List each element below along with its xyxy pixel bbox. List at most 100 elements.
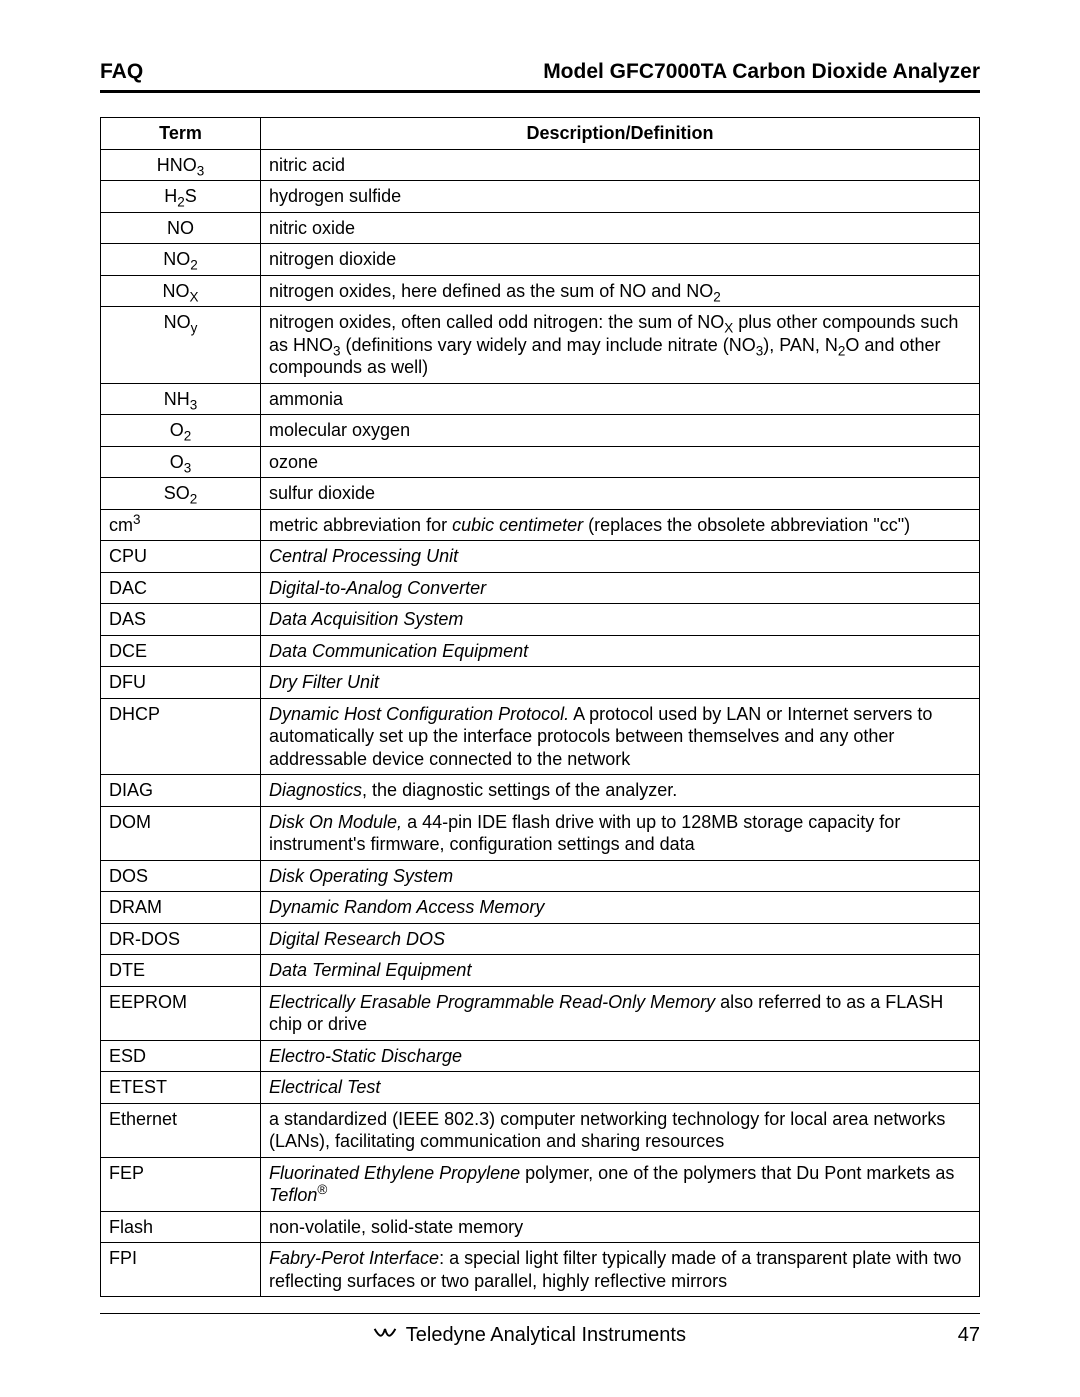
term-cell: H2S [101, 181, 261, 213]
definition-cell: Data Terminal Equipment [261, 955, 980, 987]
table-row: SO2sulfur dioxide [101, 478, 980, 510]
table-row: O2molecular oxygen [101, 415, 980, 447]
table-row: DFUDry Filter Unit [101, 667, 980, 699]
table-row: DHCPDynamic Host Configuration Protocol.… [101, 698, 980, 775]
term-cell: NH3 [101, 383, 261, 415]
table-row: NO2nitrogen dioxide [101, 244, 980, 276]
table-row: DCEData Communication Equipment [101, 635, 980, 667]
page-number: 47 [958, 1324, 980, 1347]
definition-cell: nitrogen oxides, often called odd nitrog… [261, 307, 980, 384]
col-header-definition: Description/Definition [261, 118, 980, 150]
definition-cell: non-volatile, solid-state memory [261, 1211, 980, 1243]
footer-brand: Teledyne Analytical Instruments [406, 1324, 686, 1347]
table-row: cm3metric abbreviation for cubic centime… [101, 509, 980, 541]
table-row: Etherneta standardized (IEEE 802.3) comp… [101, 1103, 980, 1157]
table-row: CPUCentral Processing Unit [101, 541, 980, 573]
definition-cell: Digital-to-Analog Converter [261, 572, 980, 604]
term-cell: ETEST [101, 1072, 261, 1104]
table-row: FPIFabry-Perot Interface: a special ligh… [101, 1243, 980, 1297]
definition-cell: Dynamic Random Access Memory [261, 892, 980, 924]
table-row: DOSDisk Operating System [101, 860, 980, 892]
term-cell: DIAG [101, 775, 261, 807]
definition-cell: sulfur dioxide [261, 478, 980, 510]
table-row: DIAGDiagnostics, the diagnostic settings… [101, 775, 980, 807]
definition-cell: Electro-Static Discharge [261, 1040, 980, 1072]
table-row: O3ozone [101, 446, 980, 478]
term-cell: DOS [101, 860, 261, 892]
term-cell: DR-DOS [101, 923, 261, 955]
term-cell: SO2 [101, 478, 261, 510]
definition-cell: a standardized (IEEE 802.3) computer net… [261, 1103, 980, 1157]
table-row: DACDigital-to-Analog Converter [101, 572, 980, 604]
term-cell: DHCP [101, 698, 261, 775]
teledyne-logo-icon [372, 1326, 398, 1346]
table-row: Flashnon-volatile, solid-state memory [101, 1211, 980, 1243]
table-header-row: Term Description/Definition [101, 118, 980, 150]
table-row: NOynitrogen oxides, often called odd nit… [101, 307, 980, 384]
definition-cell: ammonia [261, 383, 980, 415]
table-row: NOnitric oxide [101, 212, 980, 244]
definition-cell: Electrical Test [261, 1072, 980, 1104]
table-row: FEPFluorinated Ethylene Propylene polyme… [101, 1157, 980, 1211]
term-cell: NO2 [101, 244, 261, 276]
table-row: DASData Acquisition System [101, 604, 980, 636]
table-row: EEPROMElectrically Erasable Programmable… [101, 986, 980, 1040]
header-left: FAQ [100, 60, 143, 84]
definition-cell: Central Processing Unit [261, 541, 980, 573]
term-cell: DOM [101, 806, 261, 860]
definition-cell: Digital Research DOS [261, 923, 980, 955]
term-cell: FEP [101, 1157, 261, 1211]
term-cell: NOX [101, 275, 261, 307]
definition-cell: Diagnostics, the diagnostic settings of … [261, 775, 980, 807]
term-cell: HNO3 [101, 149, 261, 181]
term-cell: DAS [101, 604, 261, 636]
definition-cell: ozone [261, 446, 980, 478]
definition-cell: Electrically Erasable Programmable Read-… [261, 986, 980, 1040]
definition-cell: metric abbreviation for cubic centimeter… [261, 509, 980, 541]
term-cell: cm3 [101, 509, 261, 541]
term-cell: O2 [101, 415, 261, 447]
term-cell: DAC [101, 572, 261, 604]
term-cell: DFU [101, 667, 261, 699]
header-right: Model GFC7000TA Carbon Dioxide Analyzer [543, 60, 980, 84]
definition-cell: Disk On Module, a 44-pin IDE flash drive… [261, 806, 980, 860]
definition-cell: nitric oxide [261, 212, 980, 244]
table-row: DRAMDynamic Random Access Memory [101, 892, 980, 924]
page-footer: Teledyne Analytical Instruments 47 [100, 1313, 980, 1347]
term-cell: Ethernet [101, 1103, 261, 1157]
table-row: DR-DOSDigital Research DOS [101, 923, 980, 955]
table-row: DTEData Terminal Equipment [101, 955, 980, 987]
term-cell: NO [101, 212, 261, 244]
table-row: ESDElectro-Static Discharge [101, 1040, 980, 1072]
glossary-table: Term Description/Definition HNO3nitric a… [100, 117, 980, 1297]
definition-cell: Dry Filter Unit [261, 667, 980, 699]
term-cell: NOy [101, 307, 261, 384]
term-cell: Flash [101, 1211, 261, 1243]
definition-cell: hydrogen sulfide [261, 181, 980, 213]
definition-cell: Disk Operating System [261, 860, 980, 892]
term-cell: DCE [101, 635, 261, 667]
definition-cell: Data Communication Equipment [261, 635, 980, 667]
definition-cell: nitrogen oxides, here defined as the sum… [261, 275, 980, 307]
term-cell: O3 [101, 446, 261, 478]
definition-cell: Data Acquisition System [261, 604, 980, 636]
col-header-term: Term [101, 118, 261, 150]
table-row: HNO3nitric acid [101, 149, 980, 181]
table-row: NOXnitrogen oxides, here defined as the … [101, 275, 980, 307]
page-header: FAQ Model GFC7000TA Carbon Dioxide Analy… [100, 60, 980, 93]
term-cell: CPU [101, 541, 261, 573]
definition-cell: molecular oxygen [261, 415, 980, 447]
definition-cell: nitrogen dioxide [261, 244, 980, 276]
term-cell: EEPROM [101, 986, 261, 1040]
definition-cell: Dynamic Host Configuration Protocol. A p… [261, 698, 980, 775]
definition-cell: nitric acid [261, 149, 980, 181]
definition-cell: Fluorinated Ethylene Propylene polymer, … [261, 1157, 980, 1211]
term-cell: ESD [101, 1040, 261, 1072]
term-cell: DTE [101, 955, 261, 987]
term-cell: FPI [101, 1243, 261, 1297]
definition-cell: Fabry-Perot Interface: a special light f… [261, 1243, 980, 1297]
term-cell: DRAM [101, 892, 261, 924]
table-row: DOMDisk On Module, a 44-pin IDE flash dr… [101, 806, 980, 860]
table-row: NH3ammonia [101, 383, 980, 415]
table-row: H2Shydrogen sulfide [101, 181, 980, 213]
